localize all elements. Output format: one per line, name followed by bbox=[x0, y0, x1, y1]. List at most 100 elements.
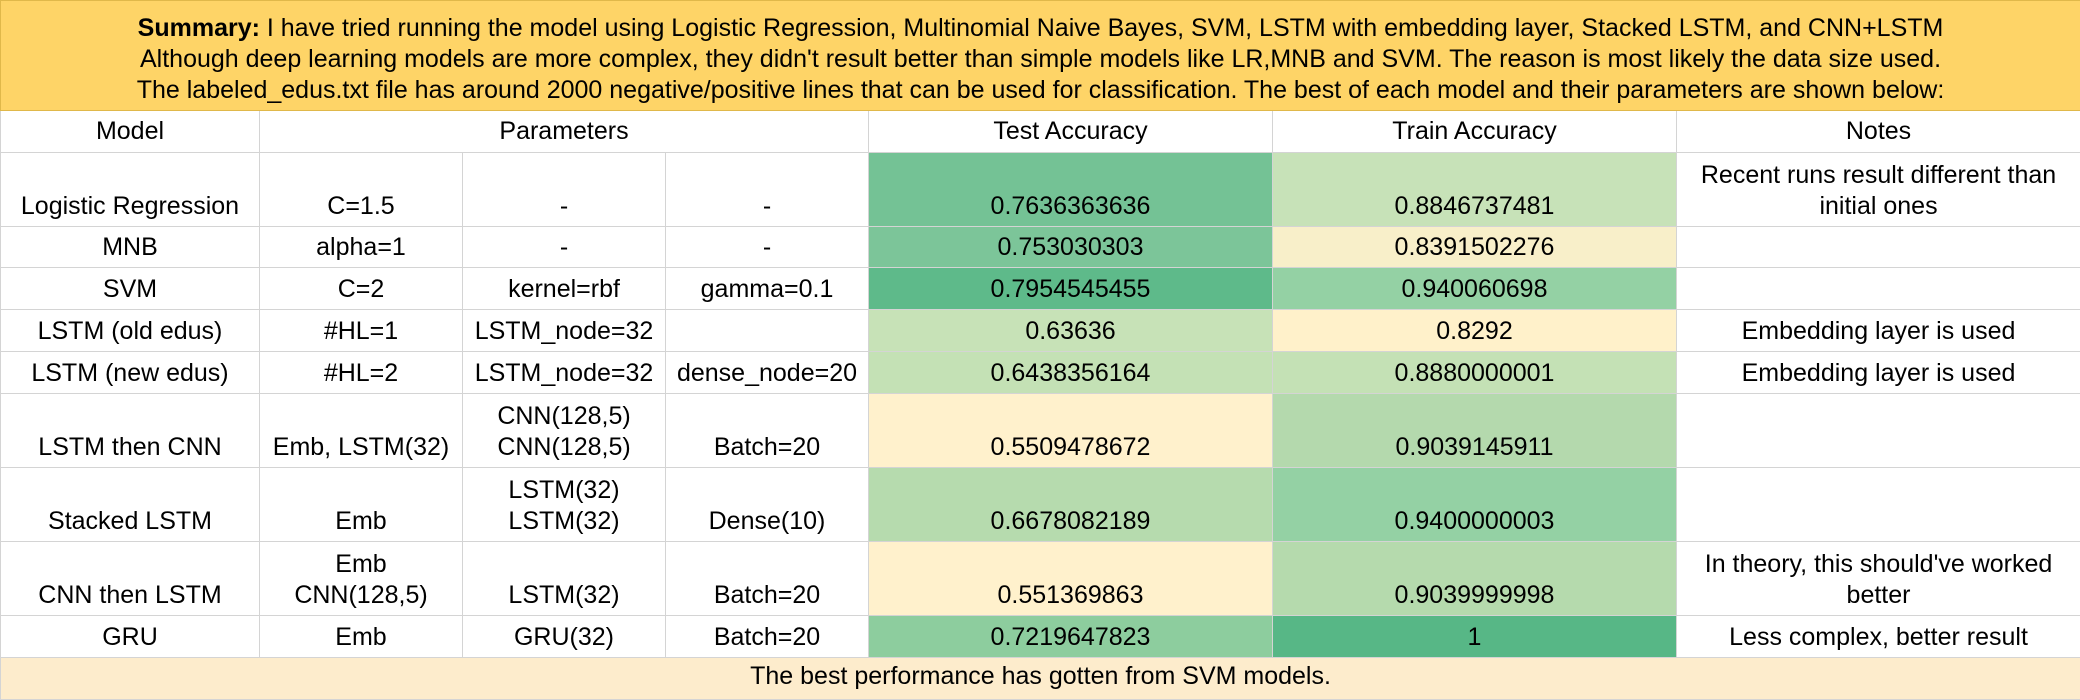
param-2-cell-line: LSTM(32) bbox=[508, 476, 620, 504]
param-2-cell[interactable]: LSTM_node=32 bbox=[462, 351, 666, 394]
param-1-cell[interactable]: #HL=2 bbox=[259, 351, 463, 394]
model-cell[interactable]: MNB bbox=[0, 226, 260, 268]
param-2-cell[interactable]: GRU(32) bbox=[462, 615, 666, 658]
header-train-accuracy[interactable]: Train Accuracy bbox=[1272, 110, 1677, 153]
header-parameters[interactable]: Parameters bbox=[259, 110, 869, 153]
param-3-cell-line: Batch=20 bbox=[713, 581, 821, 609]
notes-cell[interactable] bbox=[1675, 267, 2080, 310]
train-accuracy-cell[interactable]: 0.9039145911 bbox=[1272, 393, 1677, 468]
train-accuracy-cell[interactable]: 0.8292 bbox=[1272, 309, 1677, 352]
param-3-cell-line: - bbox=[762, 233, 772, 261]
train-accuracy-cell[interactable]: 0.8880000001 bbox=[1272, 351, 1677, 394]
summary-row: Summary: I have tried running the model … bbox=[0, 0, 2080, 111]
model-cell[interactable]: CNN then LSTM bbox=[0, 541, 260, 616]
notes-cell[interactable]: Embedding layer is used bbox=[1675, 351, 2080, 394]
param-1-cell-line: CNN(128,5) bbox=[294, 581, 428, 609]
param-1-cell-line: C=1.5 bbox=[327, 192, 395, 220]
train-accuracy-cell[interactable]: 0.9039999998 bbox=[1272, 541, 1677, 616]
test-accuracy-cell[interactable]: 0.6678082189 bbox=[868, 467, 1273, 542]
param-3-cell[interactable] bbox=[665, 309, 869, 352]
param-1-cell[interactable]: Emb, LSTM(32) bbox=[259, 393, 463, 468]
param-2-cell[interactable]: LSTM_node=32 bbox=[462, 309, 666, 352]
model-cell[interactable]: LSTM (old edus) bbox=[0, 309, 260, 352]
header-notes[interactable]: Notes bbox=[1675, 110, 2080, 153]
model-cell[interactable]: GRU bbox=[0, 615, 260, 658]
param-1-cell[interactable]: C=1.5 bbox=[259, 152, 463, 227]
train-accuracy-cell[interactable]: 1 bbox=[1272, 615, 1677, 658]
param-3-cell[interactable]: Batch=20 bbox=[665, 615, 869, 658]
footer-cell[interactable]: The best performance has gotten from SVM… bbox=[0, 657, 2080, 700]
param-3-cell-line: Batch=20 bbox=[713, 433, 821, 461]
param-3-cell[interactable]: Batch=20 bbox=[665, 541, 869, 616]
param-2-cell-line: LSTM(32) bbox=[508, 581, 620, 609]
param-1-cell[interactable]: alpha=1 bbox=[259, 226, 463, 268]
summary-line-3: The labeled_edus.txt file has around 200… bbox=[136, 76, 1945, 104]
param-2-cell-line: - bbox=[559, 233, 569, 261]
header-model[interactable]: Model bbox=[0, 110, 260, 153]
param-2-cell[interactable]: CNN(128,5) CNN(128,5) bbox=[462, 393, 666, 468]
train-accuracy-cell[interactable]: 0.9400000003 bbox=[1272, 467, 1677, 542]
param-3-cell[interactable]: dense_node=20 bbox=[665, 351, 869, 394]
notes-cell[interactable]: Less complex, better result bbox=[1675, 615, 2080, 658]
param-3-cell-line: dense_node=20 bbox=[676, 359, 858, 387]
model-cell[interactable]: LSTM (new edus) bbox=[0, 351, 260, 394]
model-cell[interactable]: LSTM then CNN bbox=[0, 393, 260, 468]
param-1-cell-line: Emb bbox=[335, 623, 387, 651]
test-accuracy-cell[interactable]: 0.7219647823 bbox=[868, 615, 1273, 658]
test-accuracy-cell[interactable]: 0.551369863 bbox=[868, 541, 1273, 616]
notes-cell[interactable] bbox=[1675, 393, 2080, 468]
test-accuracy-cell[interactable]: 0.6438356164 bbox=[868, 351, 1273, 394]
table-row: LSTM (new edus) #HL=2 LSTM_node=32 dense_no… bbox=[0, 351, 2080, 394]
param-2-cell[interactable]: LSTM(32) bbox=[462, 541, 666, 616]
table-row: LSTM then CNN Emb, LSTM(32) CNN(128,5) CNN(… bbox=[0, 393, 2080, 468]
table-row: SVM C=2 kernel=rbf gamma=0.1 0.7954545455 0.9… bbox=[0, 267, 2080, 310]
summary-label: Summary: bbox=[137, 14, 260, 42]
param-3-cell[interactable]: - bbox=[665, 152, 869, 227]
model-cell[interactable]: Stacked LSTM bbox=[0, 467, 260, 542]
model-cell[interactable]: SVM bbox=[0, 267, 260, 310]
summary-line-2: Although deep learning models are more c… bbox=[139, 45, 1942, 73]
param-2-cell-line: CNN(128,5) bbox=[497, 433, 631, 461]
param-3-cell[interactable]: gamma=0.1 bbox=[665, 267, 869, 310]
param-1-cell-line: #HL=1 bbox=[323, 317, 399, 345]
param-1-cell[interactable]: #HL=1 bbox=[259, 309, 463, 352]
param-3-cell[interactable]: Batch=20 bbox=[665, 393, 869, 468]
param-1-cell[interactable]: Emb CNN(128,5) bbox=[259, 541, 463, 616]
param-3-cell[interactable]: Dense(10) bbox=[665, 467, 869, 542]
param-2-cell[interactable]: LSTM(32) LSTM(32) bbox=[462, 467, 666, 542]
summary-line-1: Summary: I have tried running the model … bbox=[7, 13, 2074, 44]
notes-cell[interactable]: Recent runs result different than initia… bbox=[1675, 152, 2080, 227]
table-row: Stacked LSTM Emb LSTM(32) LSTM(32) Dense(10)… bbox=[0, 467, 2080, 542]
param-2-cell-line: CNN(128,5) bbox=[497, 402, 631, 430]
notes-cell[interactable]: In theory, this should've worked better bbox=[1675, 541, 2080, 616]
param-3-cell[interactable]: - bbox=[665, 226, 869, 268]
param-1-cell[interactable]: C=2 bbox=[259, 267, 463, 310]
summary-cell[interactable]: Summary: I have tried running the model … bbox=[0, 0, 2080, 111]
param-1-cell-line: Emb, LSTM(32) bbox=[272, 433, 450, 461]
param-1-cell[interactable]: Emb bbox=[259, 467, 463, 542]
param-2-cell-line: GRU(32) bbox=[513, 623, 614, 651]
param-2-cell[interactable]: kernel=rbf bbox=[462, 267, 666, 310]
header-test-accuracy[interactable]: Test Accuracy bbox=[868, 110, 1273, 153]
param-2-cell[interactable]: - bbox=[462, 226, 666, 268]
test-accuracy-cell[interactable]: 0.7636363636 bbox=[868, 152, 1273, 227]
notes-cell[interactable] bbox=[1675, 226, 2080, 268]
train-accuracy-cell[interactable]: 0.8391502276 bbox=[1272, 226, 1677, 268]
param-1-cell-line: Emb bbox=[335, 550, 387, 578]
model-cell[interactable]: Logistic Regression bbox=[0, 152, 260, 227]
param-2-cell-line: - bbox=[559, 192, 569, 220]
param-2-cell[interactable]: - bbox=[462, 152, 666, 227]
notes-cell[interactable] bbox=[1675, 467, 2080, 542]
train-accuracy-cell[interactable]: 0.8846737481 bbox=[1272, 152, 1677, 227]
train-accuracy-cell[interactable]: 0.940060698 bbox=[1272, 267, 1677, 310]
test-accuracy-cell[interactable]: 0.5509478672 bbox=[868, 393, 1273, 468]
test-accuracy-cell[interactable]: 0.753030303 bbox=[868, 226, 1273, 268]
table-row: Logistic Regression C=1.5 - - 0.7636363636 0.… bbox=[0, 152, 2080, 227]
notes-cell[interactable]: Embedding layer is used bbox=[1675, 309, 2080, 352]
test-accuracy-cell[interactable]: 0.63636 bbox=[868, 309, 1273, 352]
param-1-cell[interactable]: Emb bbox=[259, 615, 463, 658]
test-accuracy-cell[interactable]: 0.7954545455 bbox=[868, 267, 1273, 310]
summary-text-1: I have tried running the model using Log… bbox=[266, 14, 1944, 42]
